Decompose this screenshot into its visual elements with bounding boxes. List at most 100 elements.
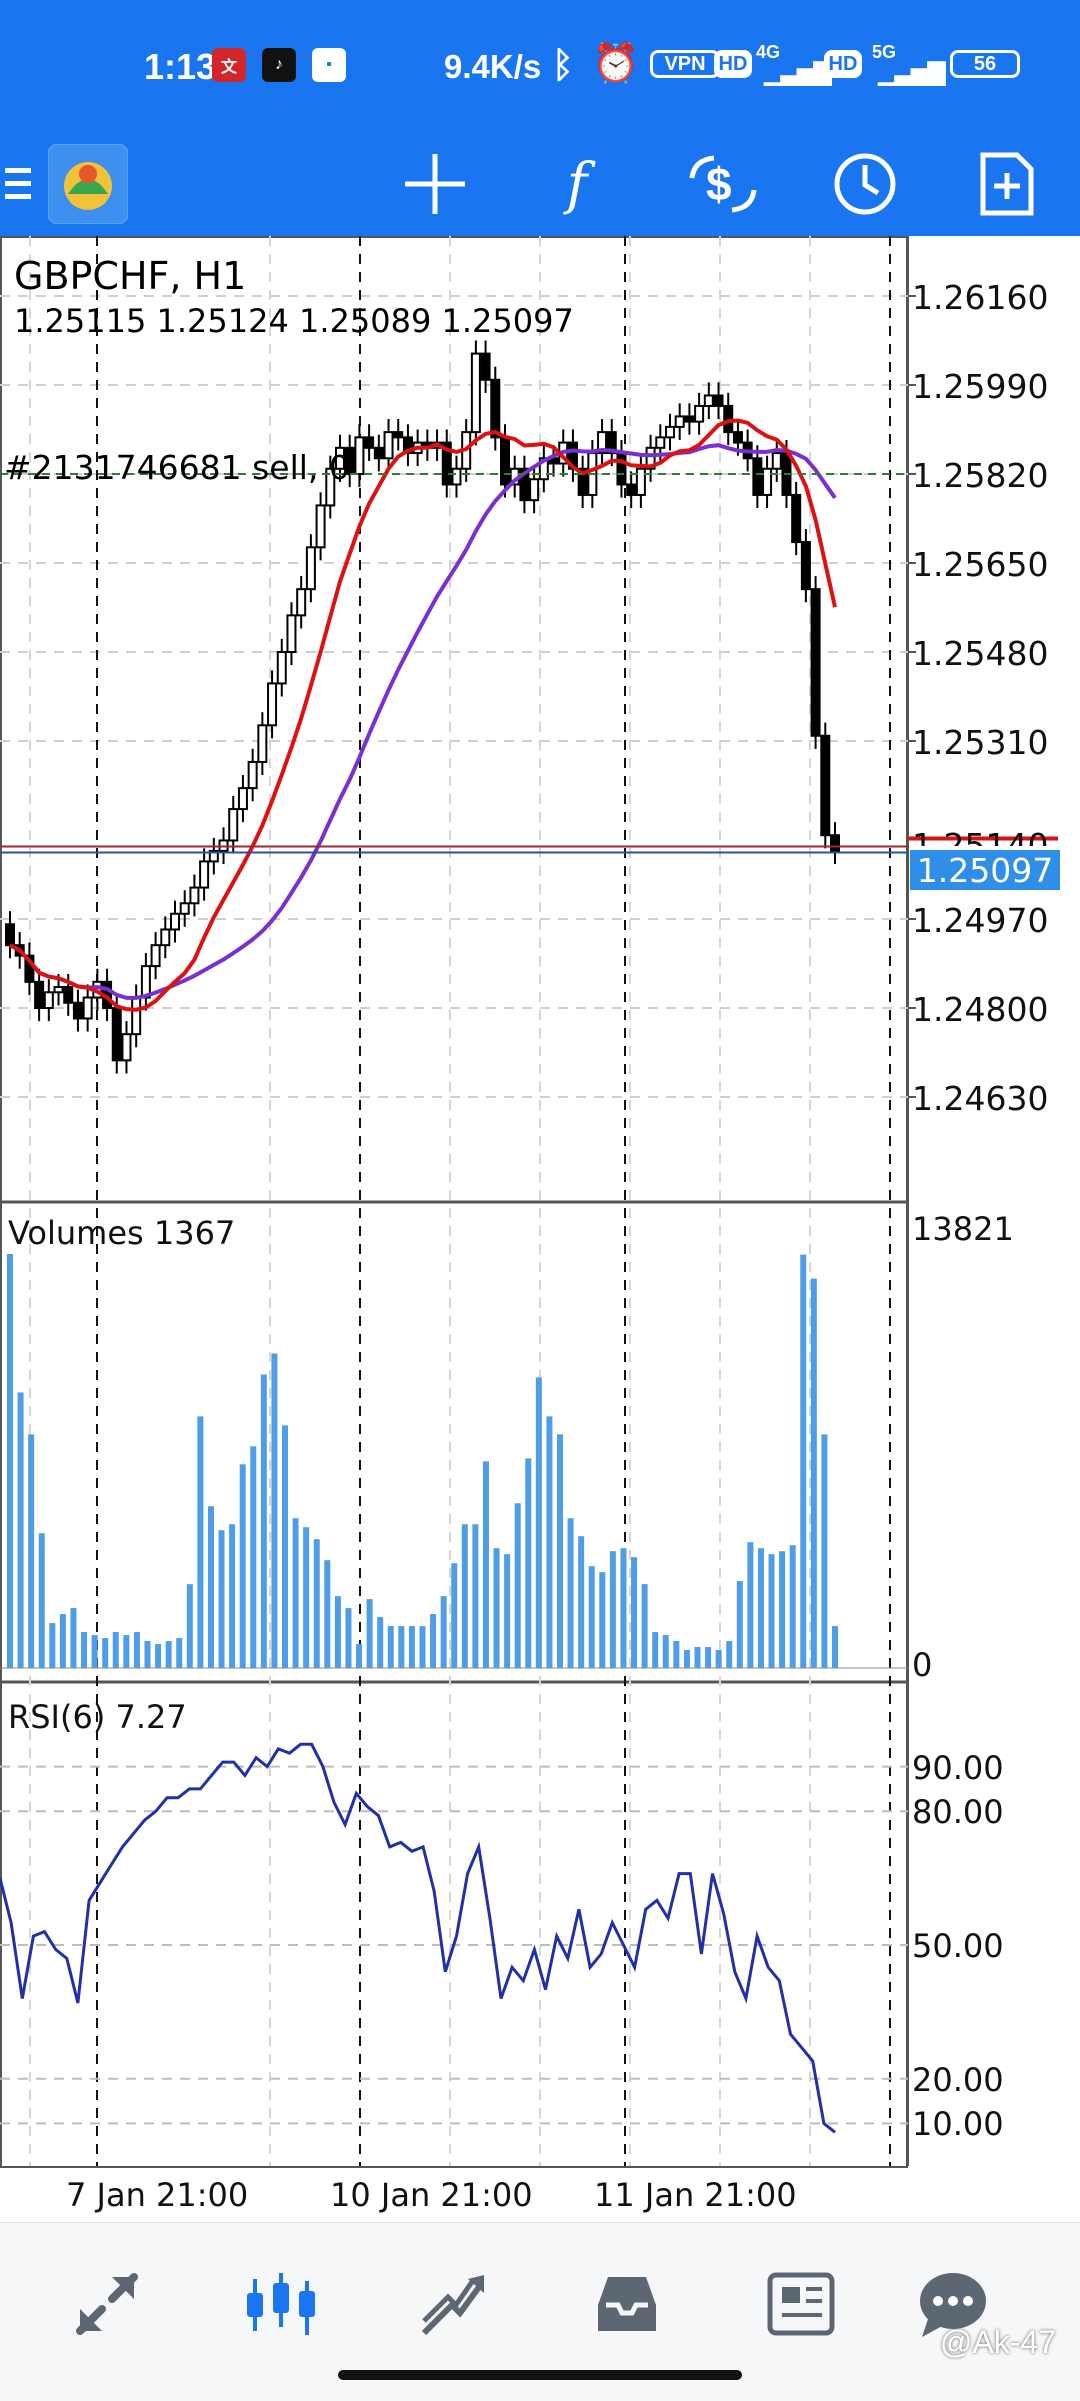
volume-bar [133, 1632, 140, 1668]
volume-bar [683, 1650, 690, 1668]
candle-body [441, 441, 452, 486]
volume-bar [377, 1617, 384, 1668]
menu-icon [5, 168, 31, 199]
chart-toolbar: f $ [0, 132, 1080, 236]
nav-chart[interactable] [236, 2259, 326, 2349]
status-bar: 1:13 文 ♪ ▪ 9.4K/s ᛒ ⏰ VPN HD 4G ▁▃▅▇ HD … [0, 0, 1080, 132]
period-icon [834, 153, 896, 215]
volume-bar [356, 1644, 363, 1668]
trade-icon: $ [689, 155, 757, 213]
candle-body [500, 436, 510, 486]
volume-bar [218, 1530, 225, 1668]
volume-bar [313, 1539, 320, 1668]
volume-bar [588, 1566, 595, 1668]
price-axis-label: 1.25650 [912, 545, 1049, 584]
menu-button[interactable] [0, 132, 40, 236]
candle-body [82, 996, 93, 1020]
order-label[interactable]: #2131746681 sell, 0 [4, 448, 350, 487]
period-button[interactable] [820, 132, 910, 236]
trade-button[interactable]: $ [678, 132, 768, 236]
volume-bar [430, 1614, 437, 1668]
rsi-axis-label: 90.00 [912, 1748, 1004, 1787]
nav-history[interactable] [582, 2259, 672, 2349]
status-time: 1:13 [144, 46, 217, 87]
volume-bar [81, 1632, 88, 1668]
price-axis-label: 1.25480 [912, 634, 1049, 673]
candle-body [344, 446, 355, 476]
hd-badge-2: HD [824, 50, 862, 78]
volume-bar [525, 1458, 532, 1668]
app-notification-icon: 文 [212, 48, 246, 82]
candle-body [257, 724, 268, 763]
volume-bar [567, 1518, 574, 1668]
volume-bar [207, 1506, 214, 1668]
candle-body [296, 588, 307, 617]
volume-bar [757, 1548, 764, 1668]
candle-body [674, 415, 685, 428]
crosshair-button[interactable] [390, 132, 480, 236]
trade-nav-icon [421, 2275, 485, 2336]
price-axis-label: 1.25820 [912, 456, 1049, 495]
watermark: @Ak-47 [939, 2324, 1056, 2360]
candle-body [694, 404, 705, 423]
candle-body [393, 431, 404, 439]
volume-bar [652, 1632, 659, 1668]
new-order-button[interactable] [962, 132, 1052, 236]
price-axis-label: 1.24800 [912, 990, 1049, 1029]
order-price-label: 1.25140 [912, 826, 1049, 846]
app-logo-button[interactable] [46, 132, 130, 236]
volume-bar [59, 1614, 66, 1668]
nav-chat[interactable] [908, 2259, 998, 2349]
candle-body [335, 446, 345, 470]
volume-bar [715, 1650, 722, 1668]
candle-body [713, 394, 724, 407]
chart-area[interactable] [0, 236, 1080, 2176]
candle-body [160, 928, 171, 947]
volume-bar [810, 1278, 817, 1668]
x-label-2: 10 Jan 21:00 [330, 2176, 533, 2214]
indicators-icon: f [566, 151, 588, 217]
signal-icon-2: ▁▃▅▇ [878, 59, 946, 86]
candle-body [315, 504, 326, 549]
volume-bar [440, 1596, 447, 1668]
candle-body [237, 787, 248, 811]
volume-bar [726, 1641, 733, 1668]
volume-bar [303, 1527, 310, 1668]
volume-bar [504, 1554, 511, 1668]
x-label-1: 7 Jan 21:00 [66, 2176, 249, 2214]
volume-bar [557, 1434, 563, 1668]
rsi-axis-label: 10.00 [912, 2105, 1004, 2144]
svg-text:$: $ [706, 158, 732, 210]
crosshair-icon [405, 154, 465, 214]
chat-icon [920, 2273, 986, 2337]
candle-body [189, 886, 200, 905]
candle-body [72, 1001, 83, 1020]
volume-bar [789, 1545, 796, 1668]
nav-quotes[interactable] [62, 2259, 152, 2349]
candle-body [626, 483, 637, 496]
candle-body [121, 1033, 132, 1062]
candle-body [703, 394, 714, 407]
candle-body [247, 760, 258, 790]
candle-body [519, 467, 530, 502]
signal-label-5g: 5G [872, 42, 897, 62]
volume-bar [144, 1641, 151, 1668]
candle-body [325, 467, 336, 507]
candle-body [655, 436, 666, 449]
volume-bar [49, 1623, 56, 1668]
volume-bar [800, 1254, 807, 1668]
nav-news[interactable] [756, 2259, 846, 2349]
indicators-button[interactable]: f [532, 132, 622, 236]
candle-body [684, 415, 695, 423]
volume-bar [70, 1608, 77, 1668]
candle-body [150, 944, 161, 968]
volume-bar [419, 1626, 426, 1668]
candle-body [286, 614, 297, 653]
price-axis-label: 1.24630 [912, 1079, 1049, 1118]
nav-trade[interactable] [408, 2259, 498, 2349]
candle-body [53, 986, 64, 994]
new-order-icon [980, 152, 1034, 216]
chart-canvas[interactable] [0, 236, 1080, 2176]
volume-bar [17, 1392, 24, 1668]
chart-icon [247, 2273, 315, 2335]
